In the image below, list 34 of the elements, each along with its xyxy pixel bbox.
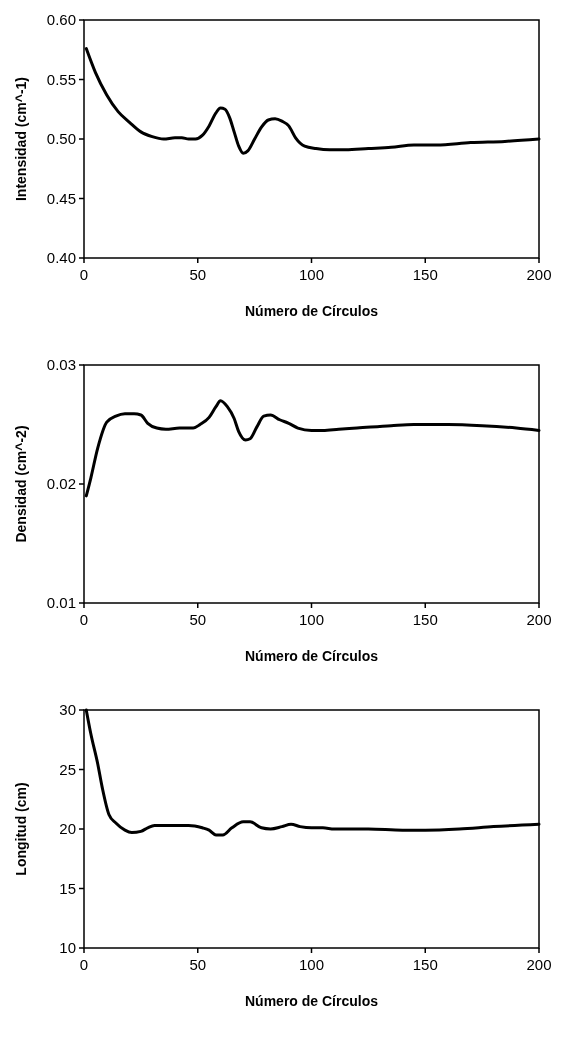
y-tick-label: 0.01 — [46, 594, 76, 612]
x-tick-label: 0 — [79, 266, 89, 283]
y-tick-label: 0.40 — [46, 249, 76, 267]
x-axis-title: Número de Círculos — [244, 993, 379, 1009]
x-tick-label: 100 — [298, 611, 325, 628]
y-tick-label: 0.60 — [46, 11, 76, 29]
x-tick-label: 150 — [412, 956, 438, 973]
x-tick-label: 200 — [526, 956, 552, 973]
x-tick-label: 200 — [526, 266, 552, 283]
x-tick-label: 0 — [79, 611, 89, 628]
y-tick-label: 25 — [59, 760, 76, 778]
y-axis-title: Longitud (cm) — [13, 782, 29, 876]
x-tick-label: 50 — [189, 266, 207, 283]
x-tick-label: 200 — [526, 611, 552, 628]
y-tick-label: 20 — [59, 820, 76, 838]
y-tick-label: 30 — [59, 701, 76, 719]
x-tick-label: 150 — [412, 611, 438, 628]
y-tick-label: 0.45 — [46, 189, 76, 207]
x-tick-label: 0 — [79, 956, 89, 973]
y-tick-label: 0.50 — [46, 130, 76, 148]
y-tick-label: 0.03 — [46, 356, 76, 374]
y-axis-title: Intensidad (cm^-1) — [13, 76, 29, 202]
x-tick-label: 50 — [189, 956, 207, 973]
x-tick-label: 100 — [298, 266, 325, 283]
x-axis-title: Número de Círculos — [244, 303, 379, 319]
x-tick-label: 50 — [189, 611, 207, 628]
x-tick-label: 150 — [412, 266, 438, 283]
y-tick-label: 10 — [59, 939, 76, 957]
x-axis-title: Número de Círculos — [244, 648, 379, 664]
y-tick-label: 0.02 — [46, 475, 76, 493]
y-tick-label: 0.55 — [46, 70, 76, 88]
y-tick-label: 15 — [59, 879, 76, 897]
x-tick-label: 100 — [298, 956, 325, 973]
y-axis-title: Densidad (cm^-2) — [13, 425, 29, 543]
